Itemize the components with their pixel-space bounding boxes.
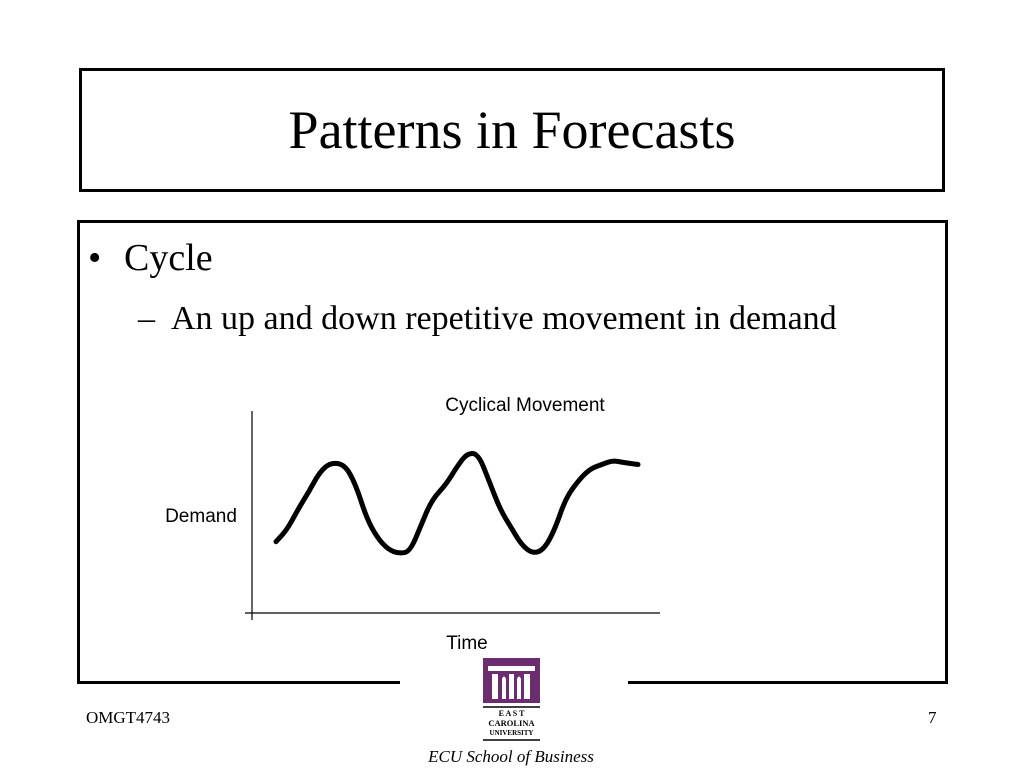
bullet-cycle: • Cycle bbox=[88, 236, 213, 280]
content-frame bbox=[77, 220, 948, 683]
dash-glyph: – bbox=[138, 300, 155, 337]
ecu-logo-lintel bbox=[488, 666, 535, 671]
sub-bullet-text: An up and down repetitive movement in de… bbox=[171, 300, 837, 337]
ecu-logo-carolina: CAROLINA bbox=[488, 718, 535, 728]
y-axis-label: Demand bbox=[165, 506, 237, 527]
school-name: ECU School of Business bbox=[427, 747, 594, 766]
content-frame-bottom-right bbox=[628, 681, 948, 684]
demand-series-line bbox=[273, 450, 641, 556]
bullet-glyph: • bbox=[88, 237, 102, 279]
bullet-text: Cycle bbox=[124, 237, 213, 279]
ecu-logo-university: UNIVERSITY bbox=[490, 729, 534, 737]
cyclical-movement-chart: Cyclical Movement Demand Time bbox=[165, 395, 660, 654]
slide-title: Patterns in Forecasts bbox=[288, 100, 736, 160]
chart-title: Cyclical Movement bbox=[445, 395, 605, 416]
sub-bullet: – An up and down repetitive movement in … bbox=[138, 298, 838, 340]
ecu-logo-columns bbox=[492, 674, 530, 699]
footer-page-number: 7 bbox=[928, 708, 937, 727]
ecu-logo-east: E A S T bbox=[499, 709, 526, 718]
title-frame: Patterns in Forecasts bbox=[79, 68, 945, 192]
x-axis-label: Time bbox=[446, 633, 488, 654]
ecu-logo: E A S T CAROLINA UNIVERSITY ECU School o… bbox=[427, 658, 594, 766]
content-frame-bottom-left bbox=[77, 681, 400, 684]
footer-course: OMGT4743 bbox=[86, 708, 171, 727]
